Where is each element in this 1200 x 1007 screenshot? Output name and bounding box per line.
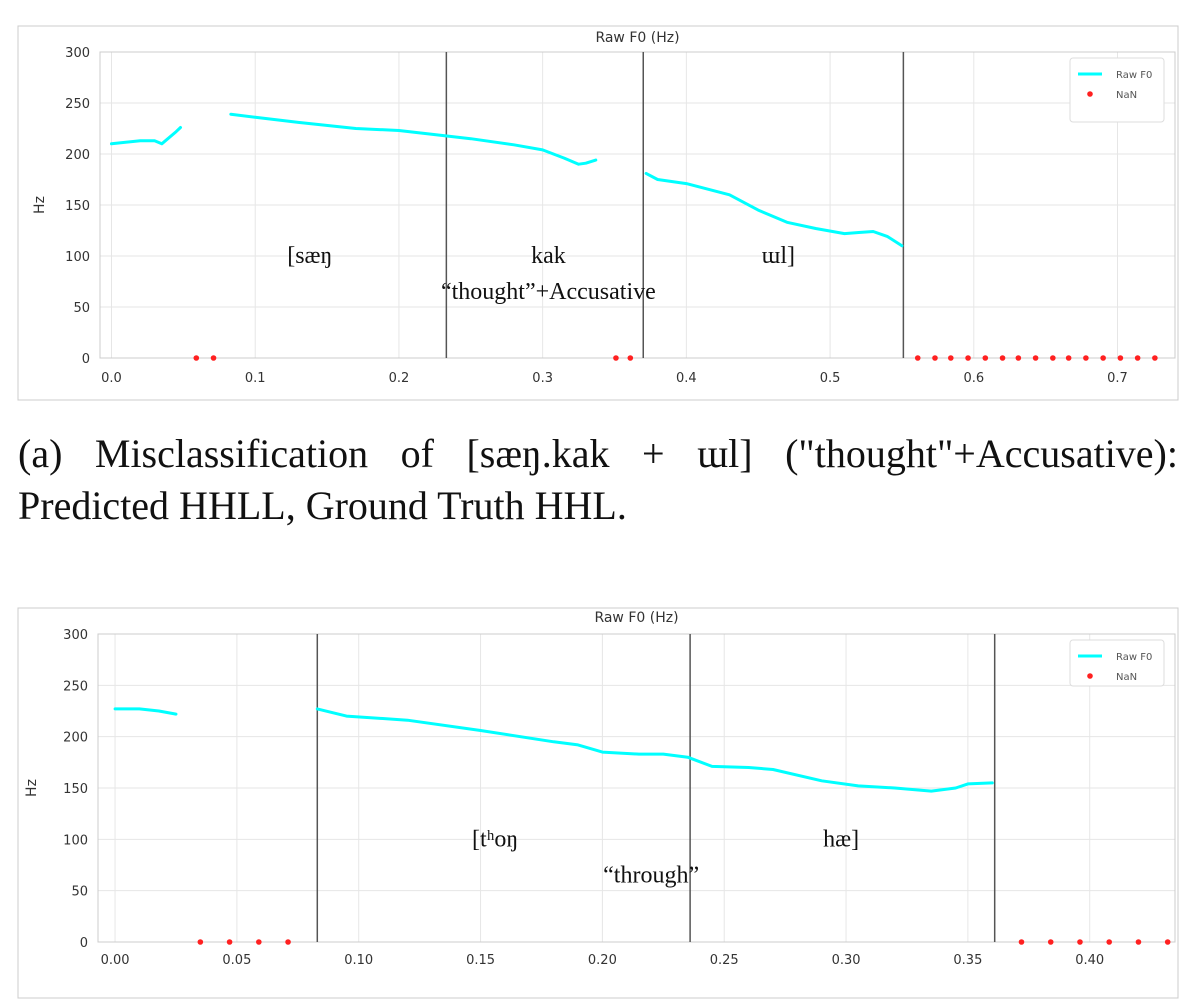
nan-point [1047, 939, 1054, 945]
x-tick-label: 0.5 [820, 371, 841, 386]
nan-point [285, 939, 291, 945]
nan-point [1135, 939, 1142, 945]
y-tick-label: 150 [65, 199, 90, 214]
nan-point [1152, 355, 1158, 361]
y-tick-label: 50 [73, 301, 90, 316]
x-tick-label: 0.6 [963, 371, 984, 386]
x-tick-label: 0.2 [389, 371, 410, 386]
y-tick-label: 0 [80, 936, 88, 951]
nan-point [965, 355, 971, 361]
nan-point [982, 355, 989, 361]
figure-frame [17, 607, 1179, 999]
nan-point [193, 355, 200, 361]
syllable-annotation: [sæŋ [287, 243, 332, 269]
chart-title: Raw F0 (Hz) [595, 30, 679, 46]
legend-label: NaN [1116, 90, 1137, 101]
legend-label: Raw F0 [1116, 70, 1152, 81]
figure-caption: (a) Misclassification of [sæŋ.kak + ɯl] … [18, 431, 1178, 528]
y-tick-label: 300 [63, 628, 88, 643]
legend-label: Raw F0 [1116, 652, 1152, 663]
raw-f0-line-segment [113, 707, 178, 716]
x-tick-label: 0.00 [101, 953, 130, 968]
raw-f0-line-segment [644, 171, 904, 248]
chart-title: Raw F0 (Hz) [594, 610, 678, 626]
syllable-annotation: “thought”+Accusative [441, 279, 656, 305]
nan-point [932, 355, 938, 361]
syllable-annotation: ɯl] [762, 243, 795, 269]
f0-chart-top: Raw F0 (Hz) Hz 0 50 100 150 200 250 300 0.0 0.1 0.2… [0, 22, 1200, 407]
y-tick-label: 200 [63, 731, 88, 746]
nan-point [627, 355, 634, 361]
nan-point [1032, 355, 1039, 361]
figure-frame [17, 25, 1179, 401]
nan-point [256, 939, 262, 945]
nan-point [914, 355, 921, 361]
nan-point [1117, 355, 1124, 361]
nan-point [999, 355, 1006, 361]
x-tick-label: 0.7 [1107, 371, 1128, 386]
y-tick-label: 300 [65, 46, 90, 61]
y-tick-label: 100 [65, 250, 90, 265]
x-tick-label: 0.1 [245, 371, 266, 386]
legend-box [1069, 639, 1165, 687]
nan-point [1015, 355, 1022, 361]
x-tick-label: 0.15 [466, 953, 495, 968]
y-tick-label: 250 [63, 679, 88, 694]
f0-chart-bottom-svg: Raw F0 (Hz) Hz 0 50 100 150 200 250 300 0.00 0.05 0… [17, 607, 1179, 999]
x-tick-label: 0.4 [676, 371, 697, 386]
y-axis-label: Hz [32, 196, 48, 214]
nan-point [1164, 939, 1171, 945]
y-tick-label: 0 [82, 352, 90, 367]
nan-point [613, 355, 619, 361]
nan-point [1134, 355, 1141, 361]
x-tick-label: 0.30 [832, 953, 861, 968]
f0-chart-bottom: Raw F0 (Hz) Hz 0 50 100 150 200 250 300 0.00 0.05 0… [0, 604, 1200, 1004]
x-tick-label: 0.40 [1075, 953, 1104, 968]
nan-point [1050, 355, 1056, 361]
y-tick-label: 50 [71, 885, 88, 900]
x-tick-label: 0.3 [532, 371, 553, 386]
nan-point [1083, 355, 1089, 361]
y-tick-label: 150 [63, 782, 88, 797]
legend-label: NaN [1116, 672, 1137, 683]
nan-point [1077, 939, 1083, 945]
x-tick-label: 0.20 [588, 953, 617, 968]
y-tick-label: 250 [65, 97, 90, 112]
legend-dot-swatch [1087, 91, 1093, 97]
raw-f0-line-segment [315, 707, 994, 793]
grid-lines [98, 633, 1175, 943]
nan-point [226, 939, 233, 945]
nan-point [210, 355, 217, 361]
y-tick-label: 100 [63, 833, 88, 848]
nan-point [1100, 355, 1106, 361]
x-tick-label: 0.10 [344, 953, 373, 968]
syllable-annotation: “through” [603, 862, 699, 888]
f0-chart-top-svg: Raw F0 (Hz) Hz 0 50 100 150 200 250 300 0.0 0.1 0.2… [17, 25, 1179, 401]
nan-point [1106, 939, 1113, 945]
x-tick-label: 0.0 [101, 371, 122, 386]
y-tick-label: 200 [65, 148, 90, 163]
plot-area-border [97, 633, 1176, 943]
syllable-annotation: [tʰoŋ [472, 827, 518, 853]
raw-f0-line-segment [110, 126, 182, 146]
raw-f0-line-segment [229, 112, 598, 166]
nan-point [1018, 939, 1025, 945]
legend: Raw F0 NaN [1069, 57, 1165, 123]
x-tick-label: 0.05 [222, 953, 251, 968]
legend-dot-swatch [1087, 673, 1093, 679]
syllable-annotation: hæ] [823, 827, 859, 853]
legend: Raw F0 NaN [1069, 639, 1165, 687]
grid-lines [100, 51, 1175, 359]
plot-area-border [99, 51, 1176, 359]
nan-point [197, 939, 204, 945]
syllable-annotation: kak [531, 243, 566, 269]
x-tick-label: 0.25 [710, 953, 739, 968]
y-axis-label: Hz [24, 779, 40, 797]
x-tick-label: 0.35 [953, 953, 982, 968]
nan-point [948, 355, 954, 361]
nan-point [1065, 355, 1072, 361]
